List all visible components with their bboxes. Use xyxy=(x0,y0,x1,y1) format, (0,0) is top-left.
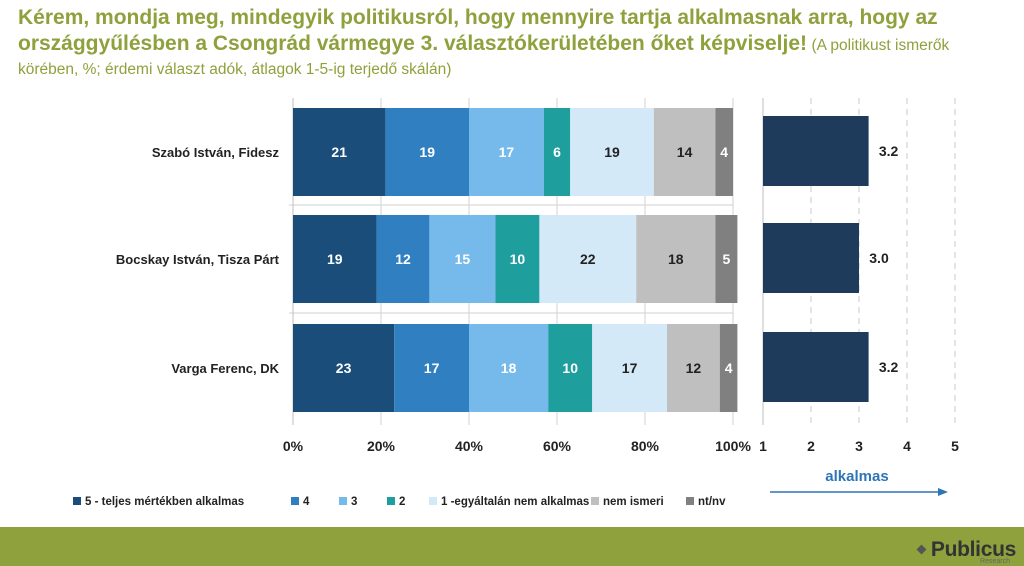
stack-data-label: 22 xyxy=(580,251,596,267)
stack-segment xyxy=(539,215,637,303)
stack-x-tick-label: 20% xyxy=(367,438,396,454)
stack-data-label: 17 xyxy=(499,144,515,160)
legend-label: nem ismeri xyxy=(603,496,664,508)
avg-x-tick-label: 3 xyxy=(855,438,863,454)
stack-data-label: 17 xyxy=(424,360,440,376)
stack-data-label: 23 xyxy=(336,360,352,376)
stack-segment xyxy=(385,108,469,196)
legend-label: nt/nv xyxy=(698,496,726,508)
stack-data-label: 4 xyxy=(725,360,733,376)
stack-segment xyxy=(719,324,738,412)
stack-segment xyxy=(469,108,544,196)
stack-data-label: 18 xyxy=(668,251,684,267)
stack-data-label: 12 xyxy=(686,360,702,376)
legend-label: 2 xyxy=(399,496,405,508)
stack-data-label: 14 xyxy=(677,144,693,160)
footer-band xyxy=(0,527,1024,566)
legend-label: 1 -egyáltalán nem alkalmas xyxy=(441,496,589,508)
stack-data-label: 18 xyxy=(501,360,517,376)
avg-axis-title: alkalmas xyxy=(825,468,888,485)
chart-area: 0% 20% 40% 60% 80% 100% Szabó István, Fidesz Bo… xyxy=(73,98,959,508)
legend-swatch xyxy=(291,497,299,505)
stack-data-label: 19 xyxy=(419,144,435,160)
stack-segment xyxy=(548,324,593,412)
avg-bar xyxy=(763,332,869,402)
stack-data-label: 10 xyxy=(510,251,526,267)
stack-data-label: 19 xyxy=(604,144,620,160)
stack-segment xyxy=(592,324,667,412)
stack-segment xyxy=(715,108,733,196)
legend-swatch xyxy=(429,497,437,505)
stack-data-label: 4 xyxy=(720,144,728,160)
stack-data-label: 19 xyxy=(327,251,343,267)
stack-x-tick-label: 0% xyxy=(283,438,304,454)
stack-segment xyxy=(495,215,540,303)
logo-subtext: Research xyxy=(980,558,1010,565)
stack-x-tick-label: 80% xyxy=(631,438,660,454)
avg-x-tick-label: 1 xyxy=(759,438,767,454)
avg-x-tick-label: 4 xyxy=(903,438,911,454)
stack-segment xyxy=(293,215,377,303)
chart-title: Kérem, mondja meg, mindegyik politikusró… xyxy=(18,6,1008,82)
avg-bar xyxy=(763,223,859,293)
avg-data-label: 3.2 xyxy=(879,143,899,159)
legend-swatch xyxy=(339,497,347,505)
legend-swatch xyxy=(591,497,599,505)
arrow-right-icon xyxy=(938,488,948,496)
avg-data-label: 3.0 xyxy=(869,250,889,266)
stack-x-tick-label: 60% xyxy=(543,438,572,454)
legend-swatch xyxy=(73,497,81,505)
avg-x-tick-label: 5 xyxy=(951,438,959,454)
stack-segment xyxy=(653,108,716,196)
stack-data-label: 5 xyxy=(723,251,731,267)
stack-segment xyxy=(376,215,430,303)
stack-data-label: 12 xyxy=(395,251,411,267)
legend-swatch xyxy=(686,497,694,505)
category-label: Bocskay István, Tisza Párt xyxy=(116,252,280,267)
title-main: Kérem, mondja meg, mindegyik politikusró… xyxy=(18,6,938,55)
category-label: Varga Ferenc, DK xyxy=(171,361,279,376)
stack-segment xyxy=(293,324,395,412)
title-note: (A politikust ismerők körében, %; érdemi… xyxy=(18,37,950,78)
stack-data-label: 6 xyxy=(553,144,561,160)
diamond-cluster-icon xyxy=(904,538,927,562)
stack-segment xyxy=(715,215,738,303)
stack-x-tick-label: 40% xyxy=(455,438,484,454)
stack-data-label: 21 xyxy=(331,144,347,160)
stack-segment xyxy=(469,324,549,412)
avg-x-tick-label: 2 xyxy=(807,438,815,454)
avg-bar xyxy=(763,116,869,186)
stack-segment xyxy=(394,324,469,412)
legend-label: 5 - teljes mértékben alkalmas xyxy=(85,496,244,508)
stack-segment xyxy=(636,215,716,303)
stack-segment xyxy=(667,324,720,412)
stack-data-label: 17 xyxy=(622,360,638,376)
legend-label: 4 xyxy=(303,496,310,508)
stack-segment xyxy=(429,215,496,303)
legend-swatch xyxy=(387,497,395,505)
stack-segment xyxy=(570,108,654,196)
stack-segment xyxy=(293,108,386,196)
stack-data-label: 10 xyxy=(562,360,578,376)
legend-label: 3 xyxy=(351,496,357,508)
stack-segment xyxy=(543,108,571,196)
avg-data-label: 3.2 xyxy=(879,359,899,375)
stack-data-label: 15 xyxy=(455,251,471,267)
logo-name: Publicus xyxy=(930,538,1016,561)
category-label: Szabó István, Fidesz xyxy=(152,145,280,160)
publicus-logo: Publicus xyxy=(904,535,1016,565)
stack-x-tick-label: 100% xyxy=(715,438,751,454)
